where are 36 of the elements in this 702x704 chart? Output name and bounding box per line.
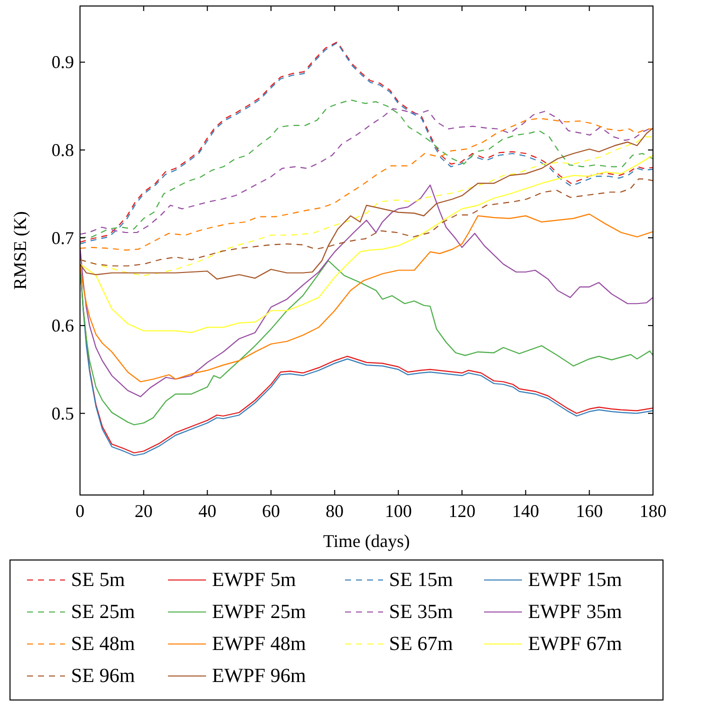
x-tick-label: 60 — [262, 501, 280, 521]
legend-label: EWPF 5m — [212, 569, 296, 591]
line-series — [79, 260, 654, 426]
legend-label: EWPF 15m — [528, 569, 622, 591]
legend-label: SE 67m — [389, 633, 454, 655]
legend-label: SE 48m — [71, 633, 136, 655]
x-tick-label: 120 — [448, 501, 476, 521]
y-axis-title: RMSE (K) — [10, 211, 30, 290]
x-tick-label: 40 — [198, 501, 216, 521]
line-series — [79, 154, 654, 334]
legend-label: SE 25m — [71, 601, 136, 623]
x-tick-label: 100 — [384, 501, 412, 521]
y-tick-label: 0.7 — [52, 228, 74, 248]
legend-label: EWPF 96m — [212, 665, 306, 687]
line-series — [79, 118, 654, 251]
x-tick-label: 80 — [326, 501, 344, 521]
legend-label: EWPF 67m — [528, 633, 622, 655]
y-tick-label: 0.6 — [52, 316, 74, 336]
legend-label: SE 35m — [389, 601, 454, 623]
legend-label: SE 96m — [71, 665, 136, 687]
y-tick-label: 0.9 — [52, 52, 74, 72]
line-series — [79, 184, 654, 398]
x-axis-title: Time (days) — [323, 531, 410, 551]
y-tick-label: 0.5 — [52, 403, 74, 424]
legend-label: EWPF 48m — [212, 633, 306, 655]
x-tick-label: 180 — [640, 501, 666, 521]
legend-label: SE 5m — [71, 569, 126, 591]
legend-label: SE 15m — [389, 569, 454, 591]
x-tick-label: 160 — [576, 501, 603, 521]
x-tick-label: 20 — [134, 501, 153, 521]
legend-label: EWPF 35m — [528, 601, 622, 623]
legend-label: EWPF 25m — [212, 601, 306, 623]
y-tick-label: 0.8 — [52, 140, 74, 160]
x-tick-label: 140 — [512, 501, 540, 521]
line-series — [79, 214, 654, 382]
x-tick-label: 0 — [76, 501, 84, 521]
